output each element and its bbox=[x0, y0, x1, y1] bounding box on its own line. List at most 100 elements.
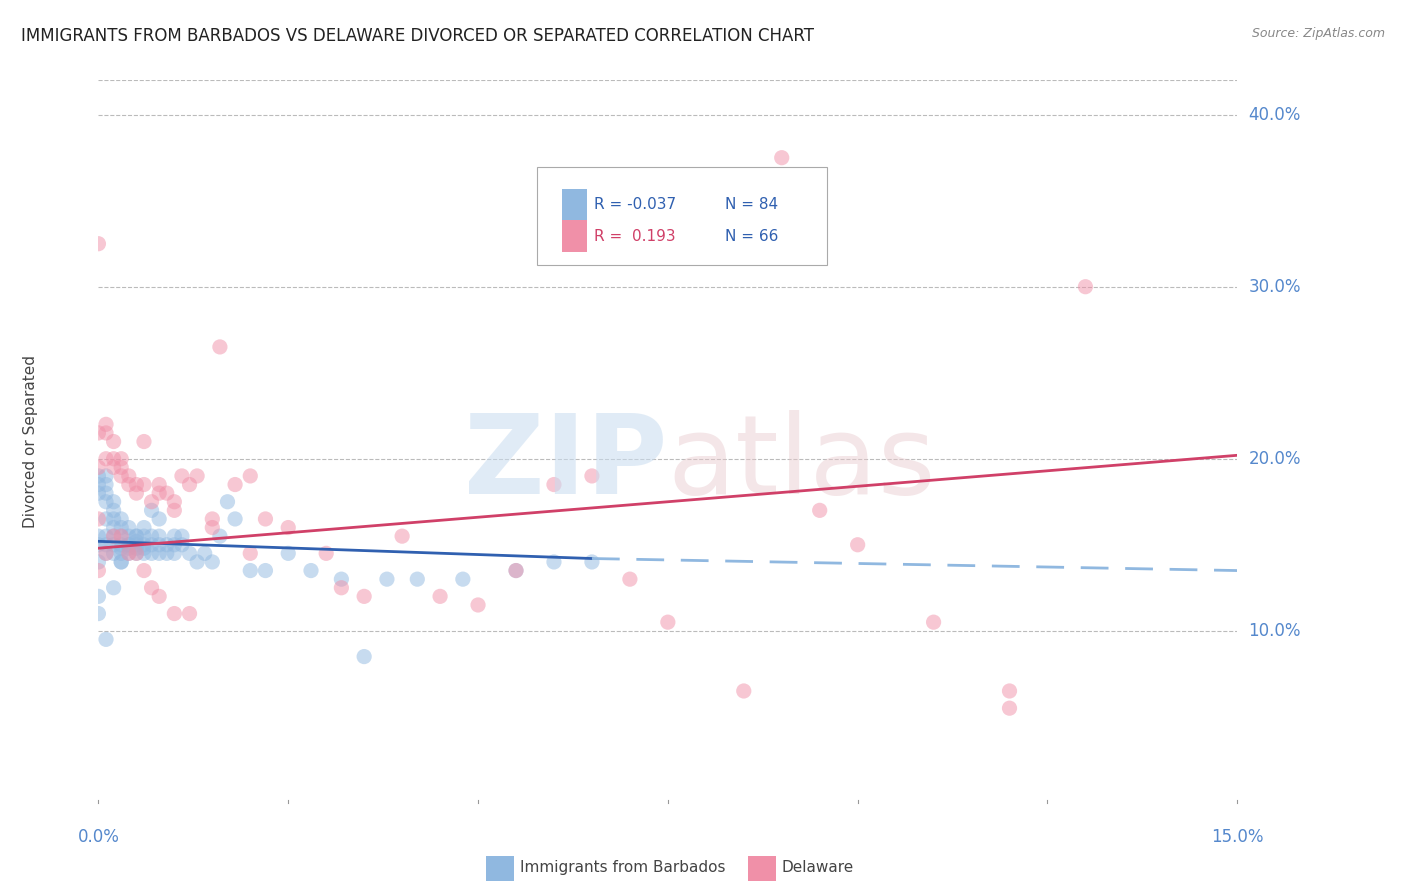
Point bbox=[179, 546, 201, 560]
Point bbox=[94, 469, 117, 483]
Point bbox=[103, 434, 125, 449]
Point bbox=[163, 607, 186, 621]
Point bbox=[619, 572, 641, 586]
Text: N = 66: N = 66 bbox=[725, 229, 778, 244]
Point bbox=[94, 477, 117, 491]
Point bbox=[87, 486, 110, 500]
Point bbox=[125, 546, 148, 560]
Point bbox=[132, 546, 155, 560]
Point bbox=[141, 538, 163, 552]
Point bbox=[208, 340, 231, 354]
Text: Immigrants from Barbados: Immigrants from Barbados bbox=[520, 860, 725, 875]
Point bbox=[94, 486, 117, 500]
Text: N = 84: N = 84 bbox=[725, 197, 778, 212]
Point bbox=[141, 546, 163, 560]
Text: R =  0.193: R = 0.193 bbox=[593, 229, 675, 244]
Text: 10.0%: 10.0% bbox=[1249, 622, 1301, 640]
Bar bbox=[748, 855, 776, 880]
Point bbox=[239, 546, 262, 560]
Point bbox=[110, 469, 132, 483]
Point bbox=[103, 494, 125, 508]
Text: 0.0%: 0.0% bbox=[77, 828, 120, 846]
Point bbox=[163, 529, 186, 543]
Point bbox=[87, 564, 110, 578]
Point bbox=[148, 546, 170, 560]
Point bbox=[125, 486, 148, 500]
Point bbox=[110, 460, 132, 475]
Point bbox=[141, 494, 163, 508]
Point bbox=[179, 607, 201, 621]
Text: Delaware: Delaware bbox=[782, 860, 853, 875]
Text: ZIP: ZIP bbox=[464, 409, 668, 516]
Point bbox=[132, 477, 155, 491]
Point bbox=[208, 529, 231, 543]
Point bbox=[451, 572, 474, 586]
Point bbox=[94, 425, 117, 440]
Point bbox=[87, 538, 110, 552]
Point bbox=[156, 538, 179, 552]
Point bbox=[543, 477, 565, 491]
Point bbox=[156, 486, 179, 500]
Point bbox=[87, 607, 110, 621]
Point bbox=[998, 684, 1021, 698]
Bar bbox=[562, 219, 586, 252]
Point bbox=[770, 151, 793, 165]
Text: atlas: atlas bbox=[668, 409, 936, 516]
Point bbox=[406, 572, 429, 586]
Point bbox=[132, 541, 155, 556]
Point bbox=[94, 417, 117, 432]
Point bbox=[277, 546, 299, 560]
Point bbox=[375, 572, 398, 586]
Point bbox=[94, 529, 117, 543]
Point bbox=[103, 520, 125, 534]
Point bbox=[110, 541, 132, 556]
Text: 15.0%: 15.0% bbox=[1211, 828, 1264, 846]
Point bbox=[808, 503, 831, 517]
Point bbox=[163, 538, 186, 552]
Point bbox=[125, 546, 148, 560]
Point bbox=[163, 494, 186, 508]
Point bbox=[467, 598, 489, 612]
Point bbox=[353, 649, 375, 664]
Point bbox=[505, 564, 527, 578]
Point bbox=[543, 555, 565, 569]
Point bbox=[170, 469, 193, 483]
Point bbox=[141, 503, 163, 517]
Point bbox=[87, 425, 110, 440]
Point bbox=[922, 615, 945, 630]
Point bbox=[87, 460, 110, 475]
Text: IMMIGRANTS FROM BARBADOS VS DELAWARE DIVORCED OR SEPARATED CORRELATION CHART: IMMIGRANTS FROM BARBADOS VS DELAWARE DIV… bbox=[21, 27, 814, 45]
Point bbox=[141, 581, 163, 595]
Point bbox=[110, 520, 132, 534]
Point bbox=[125, 529, 148, 543]
Point bbox=[118, 541, 141, 556]
Point bbox=[429, 590, 451, 604]
Point bbox=[156, 546, 179, 560]
Point bbox=[277, 520, 299, 534]
Point bbox=[94, 451, 117, 466]
Point bbox=[118, 538, 141, 552]
Point bbox=[132, 520, 155, 534]
Point bbox=[201, 555, 224, 569]
Point bbox=[186, 555, 208, 569]
Point bbox=[132, 564, 155, 578]
Point bbox=[998, 701, 1021, 715]
Text: 40.0%: 40.0% bbox=[1249, 105, 1301, 124]
Point bbox=[118, 469, 141, 483]
Point bbox=[733, 684, 755, 698]
Point bbox=[170, 529, 193, 543]
Point bbox=[87, 590, 110, 604]
Point bbox=[118, 520, 141, 534]
Point bbox=[87, 512, 110, 526]
Bar bbox=[562, 189, 586, 221]
Point bbox=[103, 538, 125, 552]
Point bbox=[148, 590, 170, 604]
Point bbox=[239, 564, 262, 578]
Point bbox=[87, 477, 110, 491]
Point bbox=[201, 512, 224, 526]
Point bbox=[118, 477, 141, 491]
Point bbox=[94, 546, 117, 560]
FancyBboxPatch shape bbox=[537, 167, 827, 265]
Point bbox=[118, 529, 141, 543]
Point bbox=[125, 538, 148, 552]
